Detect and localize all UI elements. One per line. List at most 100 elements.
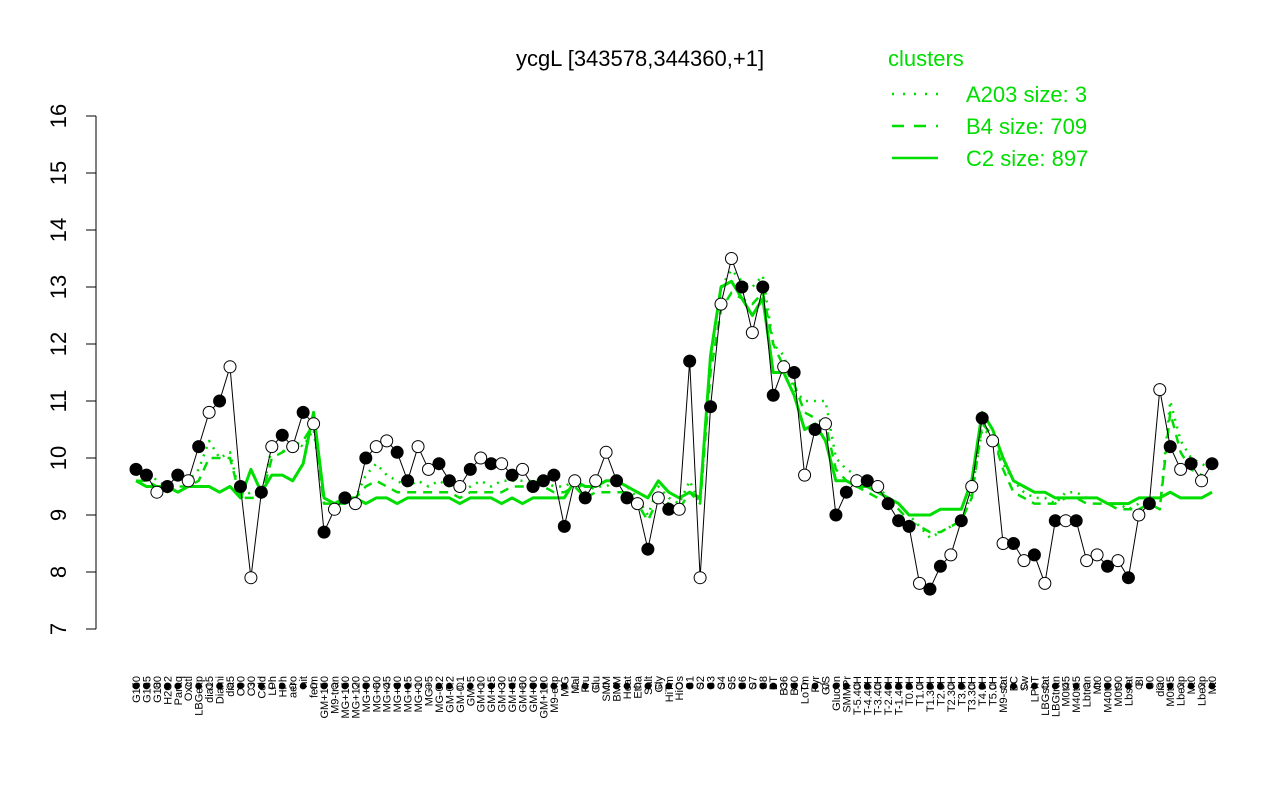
data-point	[453, 480, 467, 493]
x-marker	[822, 682, 829, 690]
x-tick-label: GM+15	[486, 676, 498, 712]
x-marker	[205, 682, 213, 690]
x-marker	[477, 682, 485, 690]
data-point	[275, 428, 289, 442]
data-point	[1132, 508, 1146, 522]
x-marker	[143, 682, 150, 690]
x-tick-label: T4.0H	[977, 676, 989, 706]
x-tick-label: T-1.40H	[894, 676, 906, 715]
x-tick-label: H2O2	[162, 676, 174, 705]
data-point	[599, 445, 613, 459]
x-tick-label: Mt0	[1092, 676, 1104, 694]
x-tick-label: Lbstat	[1123, 676, 1135, 706]
x-marker	[999, 682, 1007, 690]
x-marker	[811, 682, 819, 690]
data-point	[139, 468, 153, 482]
data-point	[672, 502, 686, 516]
x-marker	[1198, 682, 1205, 690]
x-tick-label: T3.0H	[956, 676, 968, 706]
x-marker	[717, 682, 725, 690]
x-marker	[989, 682, 997, 690]
x-tick-label: Gly	[653, 676, 665, 693]
chart-title: ycgL [343578,344360,+1]	[516, 46, 764, 71]
x-axis: G150G135G180H2O2ParaqOxctlLBGexpdia15Dia…	[131, 675, 1219, 718]
data-point	[787, 366, 801, 379]
x-tick-label: G/S	[820, 676, 832, 695]
x-tick-label: Mal	[570, 676, 582, 694]
x-marker	[529, 682, 537, 690]
x-marker	[560, 682, 568, 690]
x-tick-label: B36	[779, 676, 791, 696]
data-point	[620, 491, 634, 505]
x-marker	[1177, 682, 1185, 690]
x-tick-label: Etha	[632, 675, 644, 699]
x-tick-label: MG+15	[403, 676, 415, 712]
data-point	[735, 280, 749, 294]
x-tick-label: T2.0H	[935, 676, 947, 706]
x-marker	[780, 682, 788, 690]
data-point	[338, 491, 352, 505]
data-point	[296, 405, 310, 419]
profile-polyline	[135, 256, 1213, 590]
data-point	[1007, 537, 1021, 550]
data-point	[839, 485, 853, 499]
x-tick-label: S8	[758, 676, 770, 689]
x-marker	[895, 682, 903, 690]
data-point	[766, 388, 780, 402]
x-marker	[1135, 682, 1143, 690]
x-tick-label: GM+30	[497, 676, 509, 712]
x-marker	[832, 682, 840, 690]
x-marker	[445, 682, 453, 690]
x-marker	[707, 682, 714, 690]
data-point	[495, 457, 509, 471]
data-point	[536, 474, 550, 488]
x-marker	[310, 682, 317, 690]
x-marker	[968, 682, 976, 690]
data-point	[704, 400, 718, 414]
data-point	[1038, 576, 1052, 590]
x-tick-label: GM+45	[507, 676, 519, 712]
data-point	[1163, 440, 1177, 454]
x-tick-label: B60	[789, 676, 801, 696]
x-marker	[1041, 682, 1049, 690]
x-tick-label: T3.30H	[967, 676, 979, 712]
x-marker	[466, 682, 474, 690]
x-marker	[978, 682, 986, 690]
data-point	[505, 468, 519, 482]
x-marker	[362, 682, 370, 690]
x-marker	[163, 682, 171, 690]
x-marker	[644, 682, 652, 690]
data-point	[651, 491, 665, 505]
cluster-line-dotted	[135, 268, 1213, 540]
cluster-line-solid	[135, 279, 1213, 517]
data-point	[307, 417, 321, 431]
x-marker	[320, 682, 328, 690]
data-point	[568, 474, 582, 488]
data-point	[871, 480, 885, 493]
x-tick-label: Heat	[622, 676, 634, 699]
x-tick-label: HiOs	[674, 676, 686, 701]
x-tick-label: M/G	[559, 676, 571, 697]
x-marker	[634, 682, 641, 690]
x-tick-label: LPh	[267, 676, 279, 696]
x-marker	[257, 682, 265, 690]
x-tick-label: LBGtran	[1050, 676, 1062, 717]
x-marker	[195, 682, 203, 690]
x-marker	[853, 682, 861, 690]
x-marker	[686, 682, 694, 690]
x-marker	[404, 682, 412, 690]
data-point	[745, 326, 759, 340]
x-marker	[665, 682, 673, 690]
x-tick-label: M9-tran	[329, 676, 341, 714]
data-point	[1205, 457, 1219, 471]
data-point	[442, 474, 456, 488]
x-tick-label: T0.0H	[904, 676, 916, 706]
data-point	[171, 468, 185, 482]
x-marker	[425, 682, 432, 690]
data-point	[923, 582, 937, 596]
data-point	[1101, 559, 1115, 573]
data-point	[902, 519, 916, 533]
data-point	[1017, 554, 1031, 568]
data-point	[181, 474, 195, 488]
data-point	[244, 571, 258, 585]
